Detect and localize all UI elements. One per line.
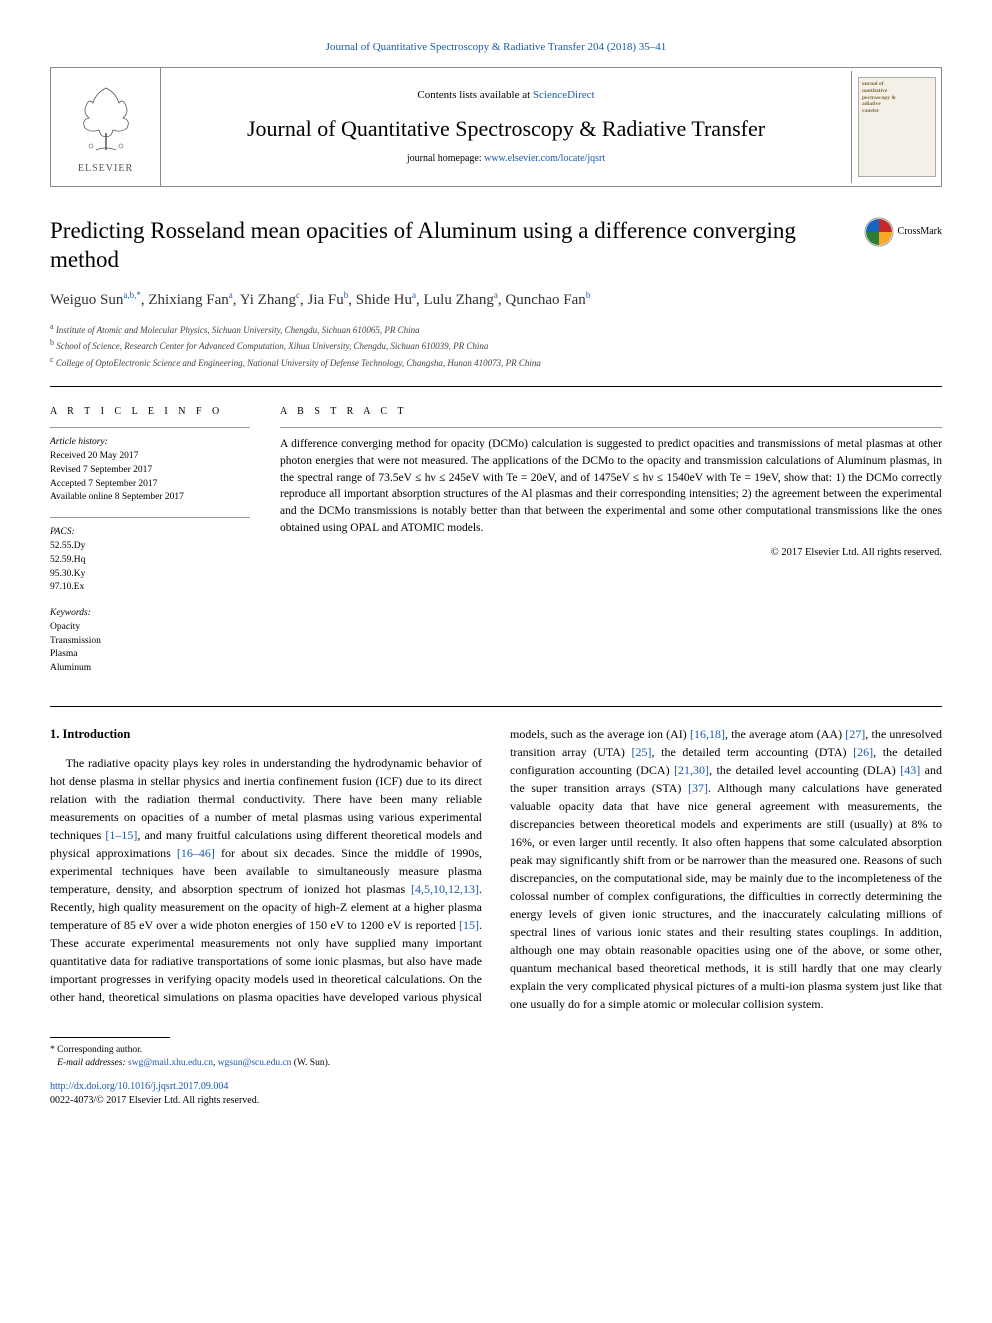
divider (50, 427, 250, 428)
divider (50, 706, 942, 707)
keyword: Plasma (50, 648, 250, 662)
author: Yi Zhangc (240, 292, 300, 308)
divider (50, 386, 942, 387)
affiliation: c College of OptoElectronic Science and … (50, 354, 942, 371)
section-heading: 1. Introduction (50, 725, 482, 744)
sciencedirect-link[interactable]: ScienceDirect (533, 89, 595, 101)
author: Shide Hua (356, 292, 416, 308)
cover-line: pectroscopy & (862, 95, 932, 102)
citation[interactable]: [27] (845, 727, 865, 741)
article-info-heading: a r t i c l e i n f o (50, 405, 250, 419)
author: Lulu Zhanga (424, 292, 498, 308)
journal-cover-thumb: ournal of uantitative pectroscopy & adia… (858, 77, 936, 177)
title-block: CrossMark Predicting Rosseland mean opac… (50, 217, 942, 370)
contents-prefix: Contents lists available at (417, 89, 532, 101)
crossmark-badge[interactable]: CrossMark (864, 217, 942, 247)
affiliation: b School of Science, Research Center for… (50, 337, 942, 354)
crossmark-label: CrossMark (898, 225, 942, 239)
pacs-item: 97.10.Ex (50, 581, 250, 595)
keyword: Transmission (50, 635, 250, 649)
contents-line: Contents lists available at ScienceDirec… (171, 88, 841, 103)
pacs-label: PACS: (50, 526, 250, 540)
doi-link[interactable]: http://dx.doi.org/10.1016/j.jqsrt.2017.0… (50, 1080, 942, 1094)
page-footer: * Corresponding author. E-mail addresses… (50, 1037, 942, 1109)
history-item: Received 20 May 2017 (50, 450, 250, 464)
cover-thumb-block: ournal of uantitative pectroscopy & adia… (851, 71, 941, 183)
divider (50, 517, 250, 518)
author: Jia Fub (307, 292, 348, 308)
keyword: Opacity (50, 621, 250, 635)
divider (280, 427, 942, 428)
abstract-text: A difference converging method for opaci… (280, 436, 942, 536)
history-item: Accepted 7 September 2017 (50, 478, 250, 492)
history-item: Revised 7 September 2017 (50, 464, 250, 478)
body-paragraph: The radiative opacity plays key roles in… (50, 725, 942, 1013)
citation[interactable]: [4,5,10,12,13] (411, 882, 479, 896)
keyword: Aluminum (50, 662, 250, 676)
citation[interactable]: [37] (688, 781, 708, 795)
pacs-item: 52.55.Dy (50, 540, 250, 554)
journal-masthead: ELSEVIER Contents lists available at Sci… (50, 67, 942, 187)
issn-line: 0022-4073/© 2017 Elsevier Ltd. All right… (50, 1094, 942, 1108)
citation[interactable]: [26] (853, 745, 873, 759)
article-title: Predicting Rosseland mean opacities of A… (50, 217, 942, 275)
cover-line: adiative (862, 101, 932, 108)
abstract-heading: a b s t r a c t (280, 405, 942, 419)
cover-line: ransfer (862, 108, 932, 115)
homepage-line: journal homepage: www.elsevier.com/locat… (171, 152, 841, 166)
masthead-center: Contents lists available at ScienceDirec… (161, 78, 851, 176)
citation[interactable]: [21,30] (674, 763, 709, 777)
history-item: Available online 8 September 2017 (50, 491, 250, 505)
author: Qunchao Fanb (505, 292, 590, 308)
citation[interactable]: [1–15] (105, 828, 137, 842)
pacs-item: 95.30.Ky (50, 568, 250, 582)
abstract-copyright: © 2017 Elsevier Ltd. All rights reserved… (280, 546, 942, 561)
author-email-link[interactable]: wgsun@scu.edu.cn (218, 1058, 292, 1068)
cover-line: ournal of (862, 81, 932, 88)
history-block: Article history: Received 20 May 2017 Re… (50, 436, 250, 505)
affiliations: a Institute of Atomic and Molecular Phys… (50, 321, 942, 371)
info-abstract-row: a r t i c l e i n f o Article history: R… (50, 405, 942, 687)
author: Weiguo Suna,b,* (50, 292, 141, 308)
elsevier-tree-icon (71, 78, 141, 158)
author-list: Weiguo Suna,b,*, Zhixiang Fana, Yi Zhang… (50, 289, 942, 311)
citation[interactable]: [15] (459, 918, 479, 932)
pacs-item: 52.59.Hq (50, 554, 250, 568)
email-line: E-mail addresses: swg@mail.xhu.edu.cn, w… (50, 1057, 942, 1070)
crossmark-icon (864, 217, 894, 247)
publisher-block: ELSEVIER (51, 68, 161, 186)
keywords-label: Keywords: (50, 607, 250, 621)
history-label: Article history: (50, 436, 250, 450)
affiliation: a Institute of Atomic and Molecular Phys… (50, 321, 942, 338)
footnote-rule (50, 1037, 170, 1038)
keywords-block: Keywords: Opacity Transmission Plasma Al… (50, 607, 250, 676)
homepage-prefix: journal homepage: (407, 153, 484, 164)
abstract-column: a b s t r a c t A difference converging … (280, 405, 942, 687)
journal-name: Journal of Quantitative Spectroscopy & R… (171, 114, 841, 145)
citation[interactable]: [25] (632, 745, 652, 759)
citation[interactable]: [43] (900, 763, 920, 777)
citation[interactable]: [16,18] (690, 727, 725, 741)
article-info-column: a r t i c l e i n f o Article history: R… (50, 405, 250, 687)
publisher-name: ELSEVIER (78, 162, 133, 176)
author-email-link[interactable]: swg@mail.xhu.edu.cn (128, 1058, 213, 1068)
citation[interactable]: [16–46] (177, 846, 215, 860)
author: Zhixiang Fana (148, 292, 232, 308)
pacs-block: PACS: 52.55.Dy 52.59.Hq 95.30.Ky 97.10.E… (50, 526, 250, 595)
homepage-link[interactable]: www.elsevier.com/locate/jqsrt (484, 153, 605, 164)
running-header: Journal of Quantitative Spectroscopy & R… (50, 40, 942, 55)
corresponding-note: * Corresponding author. (50, 1044, 942, 1057)
cover-line: uantitative (862, 88, 932, 95)
body-columns: 1. Introduction The radiative opacity pl… (50, 725, 942, 1013)
